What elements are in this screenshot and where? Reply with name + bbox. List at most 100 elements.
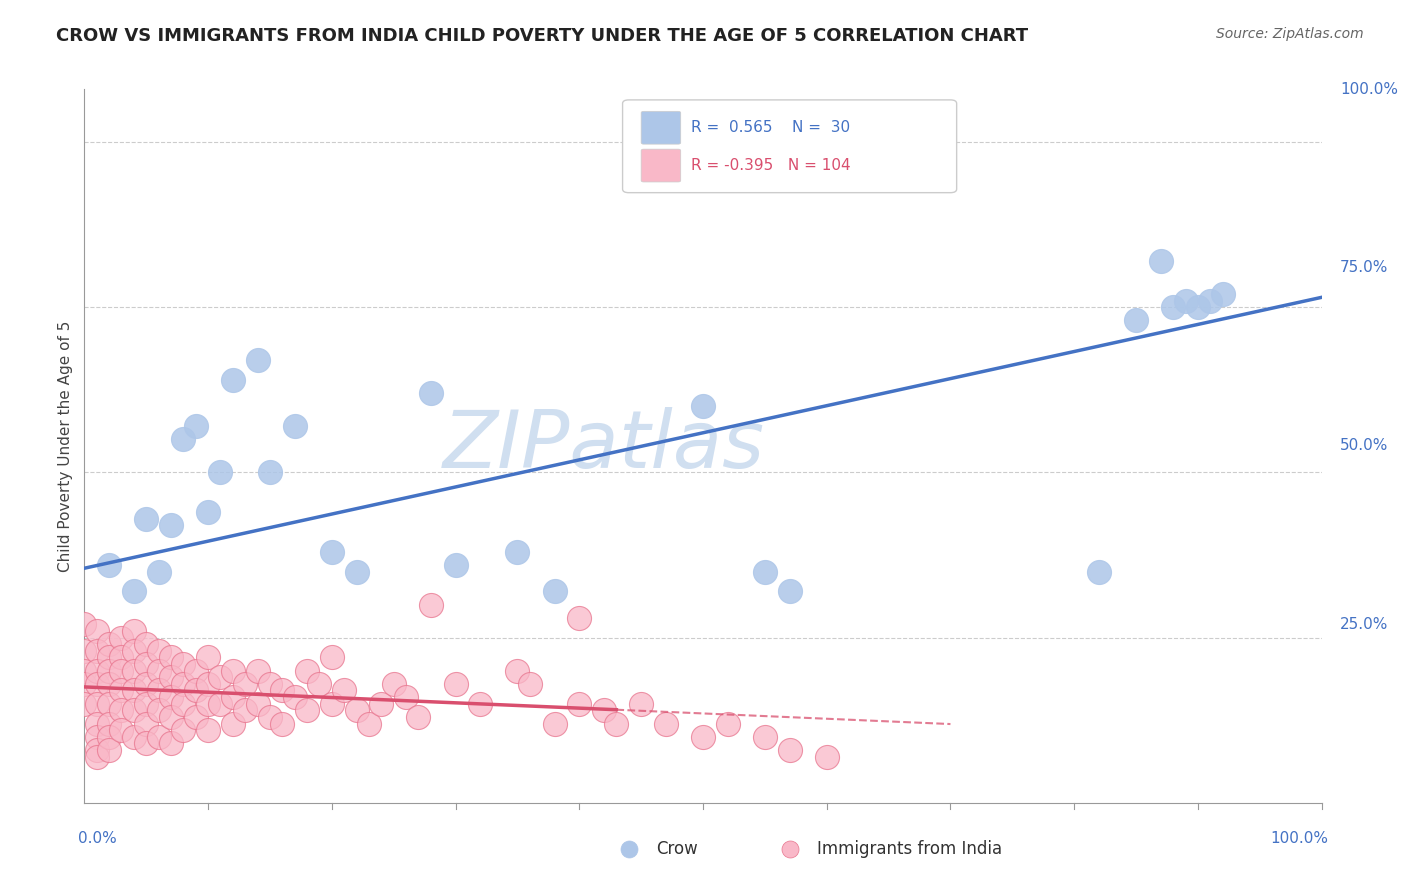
Point: [73, 617, 96, 632]
Point: [172, 677, 194, 691]
Point: [172, 697, 194, 711]
Point: [160, 690, 183, 704]
Point: [197, 505, 219, 519]
Point: [246, 353, 269, 368]
Point: [160, 670, 183, 684]
Point: [655, 716, 678, 731]
Point: [246, 697, 269, 711]
Point: [73, 697, 96, 711]
Point: [184, 419, 207, 434]
Point: [1212, 287, 1234, 301]
Point: [197, 650, 219, 665]
FancyBboxPatch shape: [623, 100, 956, 193]
Y-axis label: Child Poverty Under the Age of 5: Child Poverty Under the Age of 5: [58, 320, 73, 572]
Point: [148, 683, 170, 698]
Point: [346, 565, 368, 579]
Point: [222, 373, 245, 387]
Point: [135, 657, 157, 671]
Point: [98, 677, 121, 691]
Point: [321, 650, 343, 665]
Point: [568, 697, 591, 711]
Point: [333, 683, 356, 698]
Point: [1150, 254, 1173, 268]
Point: [110, 683, 132, 698]
Point: [408, 710, 430, 724]
Point: [543, 716, 565, 731]
Point: [160, 736, 183, 750]
Point: [692, 400, 714, 414]
Point: [271, 683, 294, 698]
Point: [110, 703, 132, 717]
Point: [233, 677, 256, 691]
Point: [135, 511, 157, 525]
Point: [110, 723, 132, 738]
Point: [233, 703, 256, 717]
Text: 100.0%: 100.0%: [1340, 82, 1398, 96]
Point: [222, 664, 245, 678]
Point: [246, 664, 269, 678]
Point: [1125, 313, 1147, 327]
Point: [444, 558, 467, 572]
Point: [122, 664, 145, 678]
Point: [86, 644, 108, 658]
Text: 0.0%: 0.0%: [79, 831, 117, 847]
Point: [98, 558, 121, 572]
FancyBboxPatch shape: [641, 149, 681, 182]
Point: [98, 716, 121, 731]
Point: [444, 677, 467, 691]
Point: [184, 664, 207, 678]
Point: [86, 664, 108, 678]
Point: [135, 716, 157, 731]
Text: R = -0.395   N = 104: R = -0.395 N = 104: [690, 158, 851, 173]
Point: [135, 697, 157, 711]
Text: Crow: Crow: [657, 840, 697, 858]
Text: 25.0%: 25.0%: [1340, 617, 1389, 632]
Point: [630, 697, 652, 711]
Point: [197, 677, 219, 691]
Point: [308, 677, 330, 691]
Point: [172, 657, 194, 671]
Text: 75.0%: 75.0%: [1340, 260, 1389, 275]
Point: [135, 677, 157, 691]
Point: [122, 683, 145, 698]
Point: [209, 466, 232, 480]
Point: [1088, 565, 1111, 579]
Point: [259, 677, 281, 691]
Point: [593, 703, 616, 717]
Point: [160, 518, 183, 533]
Point: [1187, 300, 1209, 314]
Point: [184, 710, 207, 724]
Point: [506, 664, 529, 678]
Point: [110, 664, 132, 678]
Text: R =  0.565    N =  30: R = 0.565 N = 30: [690, 120, 849, 135]
Point: [779, 743, 801, 757]
Point: [815, 749, 838, 764]
Point: [370, 697, 392, 711]
Point: [148, 644, 170, 658]
Point: [86, 677, 108, 691]
Point: [86, 624, 108, 638]
Point: [86, 743, 108, 757]
Point: [419, 386, 441, 401]
Text: 100.0%: 100.0%: [1270, 831, 1327, 847]
Point: [122, 703, 145, 717]
Point: [122, 584, 145, 599]
Point: [160, 710, 183, 724]
Point: [197, 697, 219, 711]
Point: [197, 723, 219, 738]
Point: [568, 611, 591, 625]
Point: [284, 419, 307, 434]
Point: [73, 664, 96, 678]
Point: [321, 697, 343, 711]
Point: [86, 716, 108, 731]
Point: [1199, 293, 1222, 308]
Point: [222, 690, 245, 704]
Point: [284, 690, 307, 704]
Point: [779, 838, 801, 853]
Point: [519, 677, 541, 691]
Point: [172, 433, 194, 447]
Point: [357, 716, 380, 731]
Point: [135, 637, 157, 651]
Point: [110, 631, 132, 645]
Point: [617, 838, 640, 853]
